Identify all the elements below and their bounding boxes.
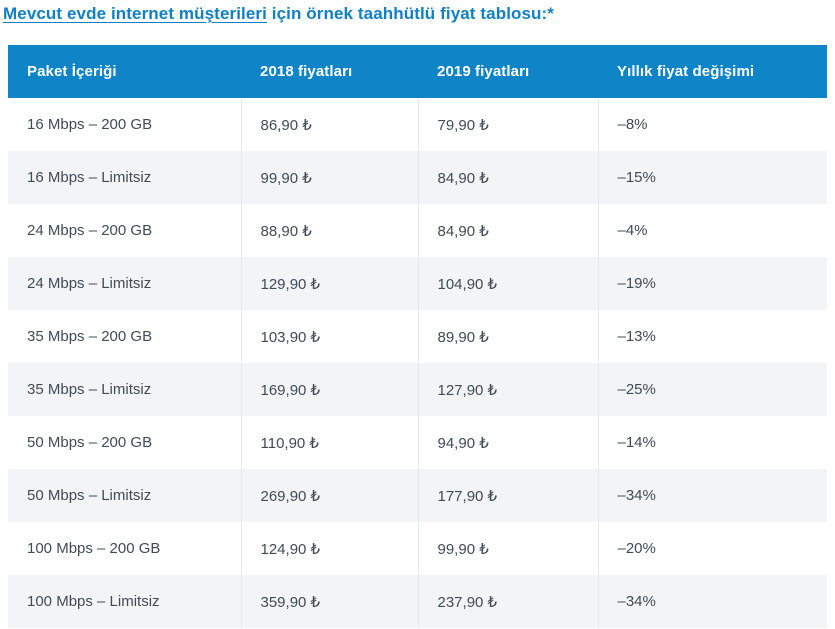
- price-2019-cell: 79,90 ₺: [418, 98, 599, 151]
- change-cell: –25%: [598, 363, 827, 416]
- price-2018-cell: 124,90 ₺: [241, 522, 419, 575]
- price-2019-cell: 177,90 ₺: [418, 469, 599, 522]
- table-row: 50 Mbps – 200 GB 110,90 ₺ 94,90 ₺ –14%: [8, 416, 827, 469]
- header-row: Paket İçeriği 2018 fiyatları 2019 fiyatl…: [8, 45, 827, 98]
- change-cell: –19%: [598, 257, 827, 310]
- table-row: 24 Mbps – Limitsiz 129,90 ₺ 104,90 ₺ –19…: [8, 257, 827, 310]
- change-cell: –20%: [598, 522, 827, 575]
- header-package: Paket İçeriği: [8, 45, 241, 98]
- price-2018-cell: 359,90 ₺: [241, 575, 419, 628]
- price-table-header: Paket İçeriği 2018 fiyatları 2019 fiyatl…: [8, 45, 827, 98]
- table-row: 50 Mbps – Limitsiz 269,90 ₺ 177,90 ₺ –34…: [8, 469, 827, 522]
- price-2019-cell: 104,90 ₺: [418, 257, 599, 310]
- change-cell: –14%: [598, 416, 827, 469]
- table-row: 35 Mbps – Limitsiz 169,90 ₺ 127,90 ₺ –25…: [8, 363, 827, 416]
- price-2019-cell: 89,90 ₺: [418, 310, 599, 363]
- price-2018-cell: 269,90 ₺: [241, 469, 419, 522]
- price-2019-cell: 94,90 ₺: [418, 416, 599, 469]
- package-cell: 100 Mbps – 200 GB: [8, 522, 242, 575]
- price-2018-cell: 103,90 ₺: [241, 310, 419, 363]
- price-2019-cell: 84,90 ₺: [418, 204, 599, 257]
- price-2018-cell: 99,90 ₺: [241, 151, 419, 204]
- price-2018-cell: 129,90 ₺: [241, 257, 419, 310]
- header-2019-prices: 2019 fiyatları: [418, 45, 598, 98]
- change-cell: –34%: [598, 575, 827, 628]
- change-cell: –8%: [598, 98, 827, 151]
- package-cell: 50 Mbps – 200 GB: [8, 416, 242, 469]
- change-cell: –15%: [598, 151, 827, 204]
- price-2018-cell: 110,90 ₺: [241, 416, 419, 469]
- page-title: Mevcut evde internet müşterileri için ör…: [3, 4, 554, 24]
- title-rest: için örnek taahhütlü fiyat tablosu:*: [266, 4, 555, 23]
- package-cell: 35 Mbps – Limitsiz: [8, 363, 242, 416]
- header-yearly-change: Yıllık fiyat değişimi: [598, 45, 827, 98]
- table-row: 16 Mbps – 200 GB 86,90 ₺ 79,90 ₺ –8%: [8, 98, 827, 151]
- change-cell: –34%: [598, 469, 827, 522]
- price-2018-cell: 88,90 ₺: [241, 204, 419, 257]
- price-2019-cell: 99,90 ₺: [418, 522, 599, 575]
- package-cell: 16 Mbps – 200 GB: [8, 98, 242, 151]
- package-cell: 24 Mbps – 200 GB: [8, 204, 242, 257]
- price-2018-cell: 86,90 ₺: [241, 98, 419, 151]
- package-cell: 24 Mbps – Limitsiz: [8, 257, 242, 310]
- package-cell: 35 Mbps – 200 GB: [8, 310, 242, 363]
- change-cell: –13%: [598, 310, 827, 363]
- package-cell: 16 Mbps – Limitsiz: [8, 151, 242, 204]
- price-2019-cell: 84,90 ₺: [418, 151, 599, 204]
- title-link[interactable]: Mevcut evde internet müşterileri: [3, 4, 267, 23]
- table-row: 16 Mbps – Limitsiz 99,90 ₺ 84,90 ₺ –15%: [8, 151, 827, 204]
- price-2019-cell: 237,90 ₺: [418, 575, 599, 628]
- table-row: 100 Mbps – Limitsiz 359,90 ₺ 237,90 ₺ –3…: [8, 575, 827, 628]
- table-row: 100 Mbps – 200 GB 124,90 ₺ 99,90 ₺ –20%: [8, 522, 827, 575]
- package-cell: 100 Mbps – Limitsiz: [8, 575, 242, 628]
- price-2018-cell: 169,90 ₺: [241, 363, 419, 416]
- table-row: 24 Mbps – 200 GB 88,90 ₺ 84,90 ₺ –4%: [8, 204, 827, 257]
- header-2018-prices: 2018 fiyatları: [241, 45, 418, 98]
- change-cell: –4%: [598, 204, 827, 257]
- price-table-body: 16 Mbps – 200 GB 86,90 ₺ 79,90 ₺ –8% 16 …: [8, 98, 827, 628]
- package-cell: 50 Mbps – Limitsiz: [8, 469, 242, 522]
- table-row: 35 Mbps – 200 GB 103,90 ₺ 89,90 ₺ –13%: [8, 310, 827, 363]
- price-2019-cell: 127,90 ₺: [418, 363, 599, 416]
- price-table: Paket İçeriği 2018 fiyatları 2019 fiyatl…: [8, 45, 827, 628]
